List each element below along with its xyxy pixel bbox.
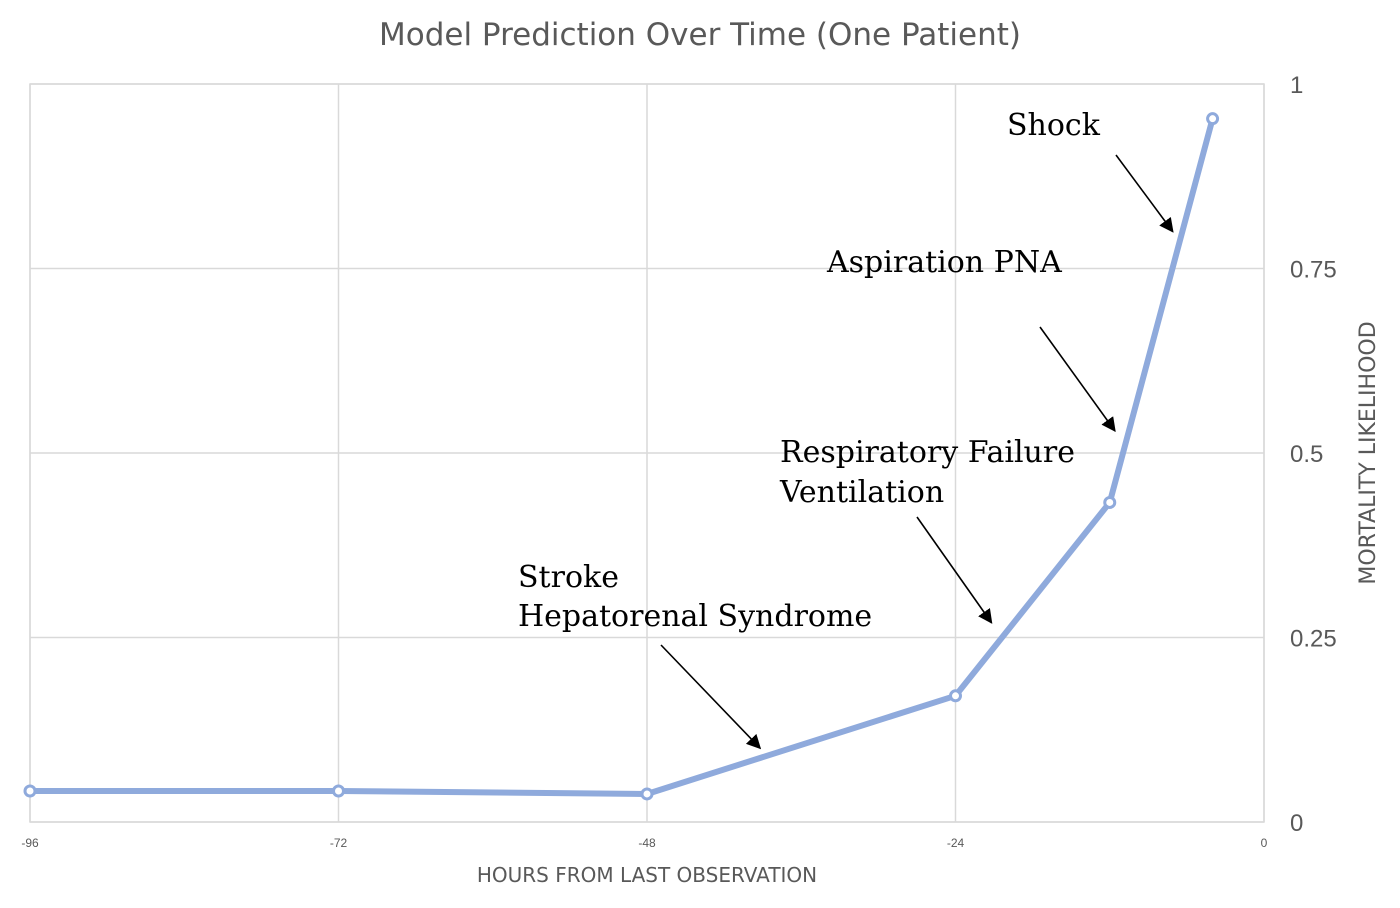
annotation-stroke: Stroke Hepatorenal Syndrome [518, 560, 872, 750]
annotation-respiratory-arrow [916, 516, 993, 624]
annotation-shock: Shock [1007, 108, 1174, 233]
y-tick-label: 0 [1290, 810, 1303, 837]
data-point [949, 689, 962, 703]
annotation-respiratory-line-2: Ventilation [779, 475, 944, 510]
series-line [27, 115, 1216, 797]
x-tick-label: -48 [638, 836, 656, 850]
y-tick-label: 0.75 [1290, 257, 1337, 284]
y-axis-ticks: 0 0.25 0.5 0.75 1 [1290, 72, 1337, 837]
annotation-respiratory: Respiratory Failure Ventilation [779, 435, 1075, 624]
annotation-aspiration-line-1: Aspiration PNA [826, 245, 1062, 280]
annotation-stroke-line-1: Stroke [518, 560, 619, 595]
data-point [1103, 495, 1117, 509]
y-tick-label: 1 [1290, 72, 1303, 99]
annotation-stroke-line-2: Hepatorenal Syndrome [518, 599, 872, 634]
series [23, 112, 1220, 801]
annotation-shock-line-1: Shock [1007, 108, 1101, 143]
annotation-aspiration: Aspiration PNA [826, 245, 1116, 433]
data-point [1206, 112, 1220, 126]
plot-area-frame [29, 83, 1265, 823]
y-tick-label: 0.5 [1290, 441, 1323, 468]
annotation-respiratory-line-1: Respiratory Failure [780, 435, 1075, 470]
x-tick-label: -96 [21, 836, 39, 850]
annotation-shock-arrow [1115, 154, 1174, 233]
x-axis-ticks: -96 -72 -48 -24 0 [21, 836, 1267, 850]
x-tick-label: -24 [947, 836, 965, 850]
y-axis-label: MORTALITY LIKELIHOOD [1356, 321, 1381, 584]
x-axis-label: HOURS FROM LAST OBSERVATION [477, 863, 817, 887]
data-point [23, 784, 37, 798]
chart-title: Model Prediction Over Time (One Patient) [379, 17, 1021, 53]
annotation-aspiration-arrow [1039, 326, 1116, 433]
y-tick-label: 0.25 [1290, 626, 1337, 653]
x-tick-label: 0 [1261, 836, 1268, 850]
data-point [640, 787, 654, 801]
data-point [332, 784, 345, 798]
annotation-stroke-arrow [660, 644, 762, 750]
x-tick-label: -72 [330, 836, 348, 850]
gridlines [29, 83, 1265, 823]
